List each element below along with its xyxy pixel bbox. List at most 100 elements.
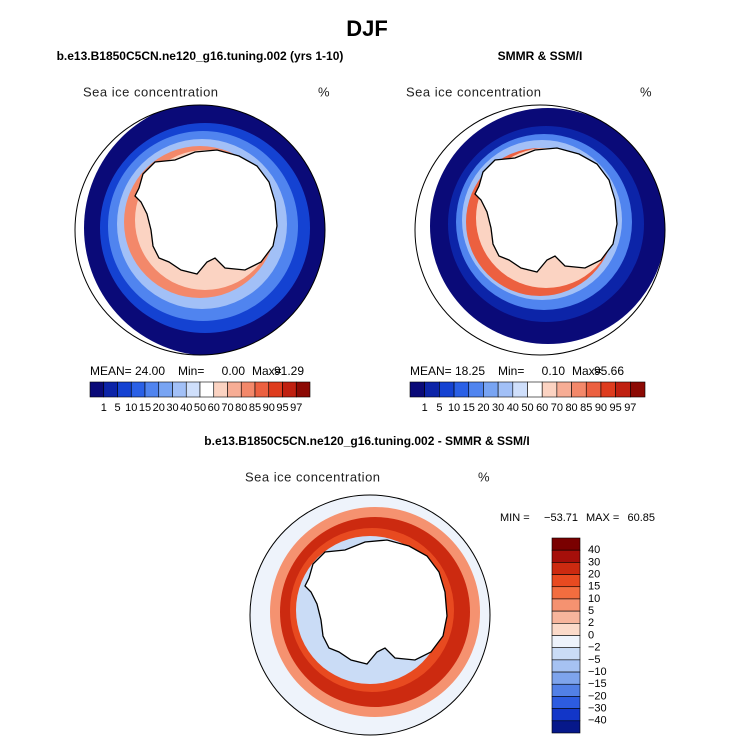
- map-border: [74, 104, 326, 356]
- colorbar-label: −20: [588, 690, 607, 702]
- colorbar-label: −10: [588, 666, 607, 678]
- colorbar-box: [551, 720, 581, 734]
- colorbar-box: [615, 381, 631, 398]
- colorbar-label: 40: [507, 402, 519, 414]
- colorbar-label: −30: [588, 703, 607, 715]
- colorbar-label: 10: [588, 593, 600, 605]
- colorbar-box: [103, 381, 118, 398]
- panel-label: Sea ice concentration: [406, 84, 542, 99]
- stat-value: 0.00: [222, 364, 246, 378]
- colorbar-label: 10: [125, 402, 137, 414]
- colorbar-box: [295, 381, 311, 398]
- colorbar-label: 10: [448, 402, 460, 414]
- colorbar-box: [130, 381, 146, 398]
- stat-value: −53.71: [544, 512, 578, 524]
- colorbar-label: 95: [276, 402, 288, 414]
- stat-value: 24.00: [135, 364, 165, 378]
- colorbar-label: 70: [221, 402, 233, 414]
- colorbar-label: 0: [588, 629, 594, 641]
- colorbar-box: [158, 381, 173, 398]
- colorbar-box: [172, 381, 187, 398]
- colorbar-box: [551, 647, 581, 661]
- colorbar-label: 15: [588, 581, 600, 593]
- colorbar-box: [600, 381, 616, 398]
- colorbar-box: [541, 381, 558, 398]
- stat-name: MAX =: [586, 512, 619, 524]
- colorbar-box: [89, 381, 105, 398]
- colorbar-box: [254, 381, 270, 398]
- colorbar-box: [551, 659, 581, 673]
- colorbar-label: 90: [595, 402, 607, 414]
- map: [415, 105, 665, 355]
- colorbar-label: 1: [101, 402, 107, 414]
- stat-name: MEAN=: [90, 364, 132, 378]
- colorbar-box: [551, 635, 581, 648]
- colorbar-label: 20: [588, 568, 600, 580]
- colorbar-label: 30: [588, 556, 600, 568]
- colorbar-label: −5: [588, 654, 601, 666]
- colorbar-box: [551, 598, 581, 612]
- colorbar-label: −40: [588, 715, 607, 727]
- colorbar-label: 20: [153, 402, 165, 414]
- panel-label: Sea ice concentration: [245, 469, 381, 484]
- stat-value: 91.29: [274, 364, 304, 378]
- colorbar-box: [227, 381, 242, 398]
- colorbar-box: [483, 381, 499, 398]
- colorbar-label: 60: [536, 402, 548, 414]
- colorbar-box: [551, 671, 581, 685]
- colorbar-box: [439, 381, 455, 398]
- colorbar-label: 40: [180, 402, 192, 414]
- colorbar-box: [571, 381, 587, 398]
- colorbar-label: 5: [436, 402, 442, 414]
- colorbar-label: −2: [588, 642, 601, 654]
- panel-title: b.e13.B1850C5CN.ne120_g16.tuning.002 - S…: [204, 434, 529, 448]
- colorbar-label: 80: [565, 402, 577, 414]
- colorbar-label: 15: [463, 402, 475, 414]
- panel-units: %: [318, 84, 330, 99]
- colorbar-box: [144, 381, 160, 398]
- colorbar-label: 5: [588, 605, 594, 617]
- stat-name: MIN =: [500, 512, 530, 524]
- colorbar-label: 97: [290, 402, 302, 414]
- stat-name: Max=: [252, 364, 282, 378]
- colorbar-label: 85: [249, 402, 261, 414]
- colorbar-box: [551, 562, 581, 575]
- colorbar-label: 90: [263, 402, 275, 414]
- colorbar-box: [630, 381, 646, 398]
- colorbar-label: 30: [166, 402, 178, 414]
- colorbar-label: 20: [477, 402, 489, 414]
- colorbar-label: 70: [551, 402, 563, 414]
- stat-name: Min=: [178, 364, 204, 378]
- stat-value: 18.25: [455, 364, 485, 378]
- colorbar-label: 30: [492, 402, 504, 414]
- colorbar-label: 15: [139, 402, 151, 414]
- colorbar-box: [551, 683, 581, 697]
- colorbar-box: [527, 381, 543, 398]
- colorbar-label: 85: [580, 402, 592, 414]
- colorbar-label: −15: [588, 678, 607, 690]
- map: [250, 495, 490, 735]
- colorbar-box: [551, 623, 581, 636]
- panel-title: b.e13.B1850C5CN.ne120_g16.tuning.002 (yr…: [57, 49, 344, 63]
- colorbar-label: 2: [588, 617, 594, 629]
- colorbar-box: [409, 381, 425, 398]
- stat-value: 95.66: [594, 364, 624, 378]
- map-border: [249, 494, 491, 736]
- panel-units: %: [640, 84, 652, 99]
- stat-value: 60.85: [627, 512, 655, 524]
- colorbar-box: [213, 381, 228, 398]
- colorbar-box: [551, 537, 581, 551]
- colorbar-label: 60: [208, 402, 220, 414]
- stat-name: MEAN=: [410, 364, 452, 378]
- colorbar-box: [551, 574, 581, 588]
- colorbar-box: [551, 586, 581, 600]
- panel-label: Sea ice concentration: [83, 84, 219, 99]
- colorbar-box: [240, 381, 256, 398]
- colorbar-box: [551, 708, 581, 722]
- map-border: [414, 104, 666, 356]
- colorbar-box: [551, 696, 581, 709]
- colorbar-box: [185, 381, 201, 398]
- colorbar-box: [512, 381, 528, 398]
- colorbar-label: 50: [521, 402, 533, 414]
